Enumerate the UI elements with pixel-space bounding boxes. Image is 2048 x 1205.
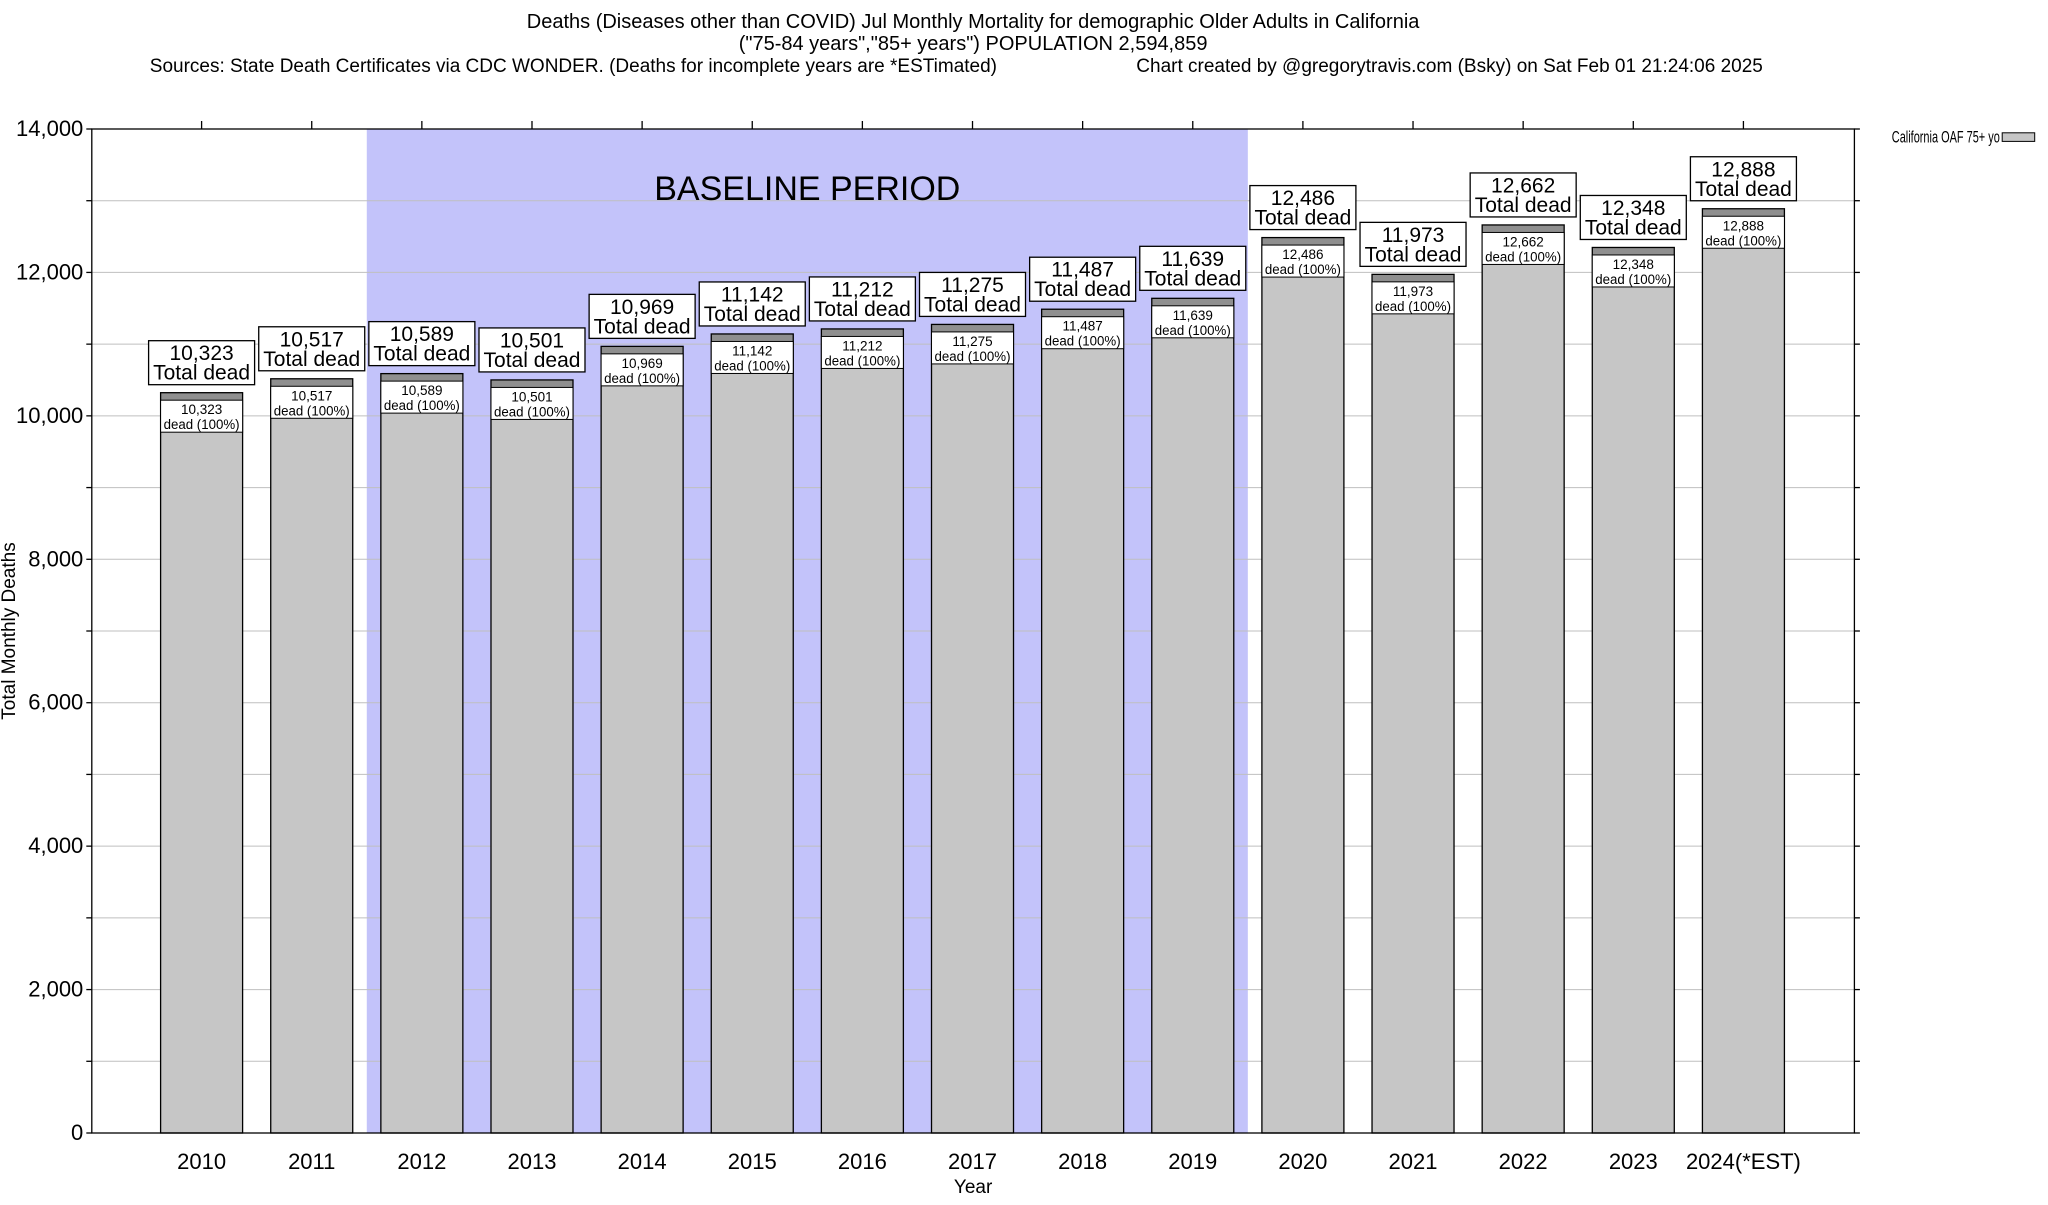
svg-text:dead (100%): dead (100%) — [714, 358, 790, 373]
svg-text:dead (100%): dead (100%) — [1705, 233, 1781, 248]
svg-text:2012: 2012 — [397, 1149, 446, 1174]
svg-text:Total dead: Total dead — [373, 343, 470, 366]
svg-text:California OAF 75+ yo: California OAF 75+ yo — [1892, 129, 2000, 147]
svg-text:12,888: 12,888 — [1723, 218, 1764, 233]
svg-text:Deaths (Diseases other than CO: Deaths (Diseases other than COVID) Jul M… — [527, 11, 1420, 33]
svg-text:12,662: 12,662 — [1503, 234, 1544, 249]
svg-text:dead (100%): dead (100%) — [1485, 249, 1561, 264]
svg-text:2,000: 2,000 — [28, 977, 83, 1002]
svg-text:Total dead: Total dead — [704, 303, 801, 326]
svg-text:Chart created by @gregorytravi: Chart created by @gregorytravis.com (Bsk… — [1136, 56, 1763, 77]
svg-text:dead (100%): dead (100%) — [1595, 272, 1671, 287]
svg-text:Total dead: Total dead — [1365, 243, 1462, 266]
svg-text:("75-84 years","85+ years") PO: ("75-84 years","85+ years") POPULATION 2… — [739, 33, 1208, 55]
svg-text:dead (100%): dead (100%) — [1265, 262, 1341, 277]
svg-text:6,000: 6,000 — [28, 690, 83, 715]
svg-text:Total dead: Total dead — [1695, 178, 1792, 201]
svg-text:2022: 2022 — [1499, 1149, 1548, 1174]
svg-text:11,973: 11,973 — [1393, 284, 1433, 299]
svg-text:Total dead: Total dead — [594, 315, 691, 338]
svg-text:12,000: 12,000 — [16, 259, 83, 284]
svg-text:2011: 2011 — [288, 1149, 335, 1174]
svg-text:10,323: 10,323 — [181, 402, 222, 417]
svg-text:8,000: 8,000 — [28, 546, 83, 571]
svg-text:11,487: 11,487 — [1062, 319, 1102, 334]
svg-text:Total dead: Total dead — [1475, 194, 1572, 217]
svg-text:dead (100%): dead (100%) — [274, 403, 350, 418]
svg-text:2014: 2014 — [618, 1149, 667, 1174]
svg-text:14,000: 14,000 — [16, 116, 83, 141]
svg-text:dead (100%): dead (100%) — [494, 404, 570, 419]
svg-text:2018: 2018 — [1058, 1149, 1107, 1174]
svg-text:Sources: State Death Certifica: Sources: State Death Certificates via CD… — [150, 56, 997, 77]
svg-text:Total dead: Total dead — [263, 348, 360, 371]
svg-text:10,589: 10,589 — [401, 383, 442, 398]
svg-text:11,142: 11,142 — [732, 343, 772, 358]
svg-text:4,000: 4,000 — [28, 833, 83, 858]
svg-text:2010: 2010 — [177, 1149, 226, 1174]
svg-text:2024(*EST): 2024(*EST) — [1686, 1149, 1801, 1174]
svg-text:10,517: 10,517 — [291, 388, 332, 403]
svg-text:Total dead: Total dead — [153, 362, 250, 385]
svg-text:10,000: 10,000 — [16, 403, 83, 428]
svg-text:2017: 2017 — [948, 1149, 997, 1174]
svg-text:Year: Year — [954, 1177, 993, 1198]
svg-text:Total dead: Total dead — [1585, 216, 1682, 239]
svg-text:dead (100%): dead (100%) — [164, 417, 240, 432]
svg-text:BASELINE PERIOD: BASELINE PERIOD — [654, 170, 960, 208]
svg-text:Total dead: Total dead — [1144, 267, 1241, 290]
svg-text:dead (100%): dead (100%) — [1155, 323, 1231, 338]
svg-text:11,212: 11,212 — [842, 338, 882, 353]
svg-text:Total dead: Total dead — [1034, 278, 1131, 301]
svg-text:2021: 2021 — [1389, 1149, 1438, 1174]
svg-text:Total dead: Total dead — [814, 298, 911, 321]
svg-text:dead (100%): dead (100%) — [384, 398, 460, 413]
svg-text:dead (100%): dead (100%) — [935, 349, 1011, 364]
svg-text:dead (100%): dead (100%) — [1375, 299, 1451, 314]
svg-text:10,501: 10,501 — [511, 389, 552, 404]
svg-text:0: 0 — [71, 1120, 83, 1145]
svg-text:2023: 2023 — [1609, 1149, 1658, 1174]
svg-text:12,348: 12,348 — [1613, 257, 1654, 272]
svg-text:dead (100%): dead (100%) — [824, 353, 900, 368]
svg-text:2020: 2020 — [1278, 1149, 1327, 1174]
svg-text:Total dead: Total dead — [1254, 207, 1351, 230]
svg-text:2016: 2016 — [838, 1149, 887, 1174]
svg-text:10,969: 10,969 — [621, 356, 662, 371]
svg-text:dead (100%): dead (100%) — [1045, 334, 1121, 349]
svg-text:2015: 2015 — [728, 1149, 777, 1174]
svg-text:11,275: 11,275 — [952, 334, 992, 349]
svg-text:2013: 2013 — [508, 1149, 557, 1174]
svg-text:Total dead: Total dead — [924, 293, 1021, 316]
svg-text:Total Monthly Deaths: Total Monthly Deaths — [0, 542, 20, 719]
svg-text:12,486: 12,486 — [1282, 247, 1323, 262]
svg-text:2019: 2019 — [1168, 1149, 1217, 1174]
svg-text:dead (100%): dead (100%) — [604, 371, 680, 386]
svg-text:Total dead: Total dead — [484, 349, 581, 372]
svg-text:11,639: 11,639 — [1173, 308, 1213, 323]
